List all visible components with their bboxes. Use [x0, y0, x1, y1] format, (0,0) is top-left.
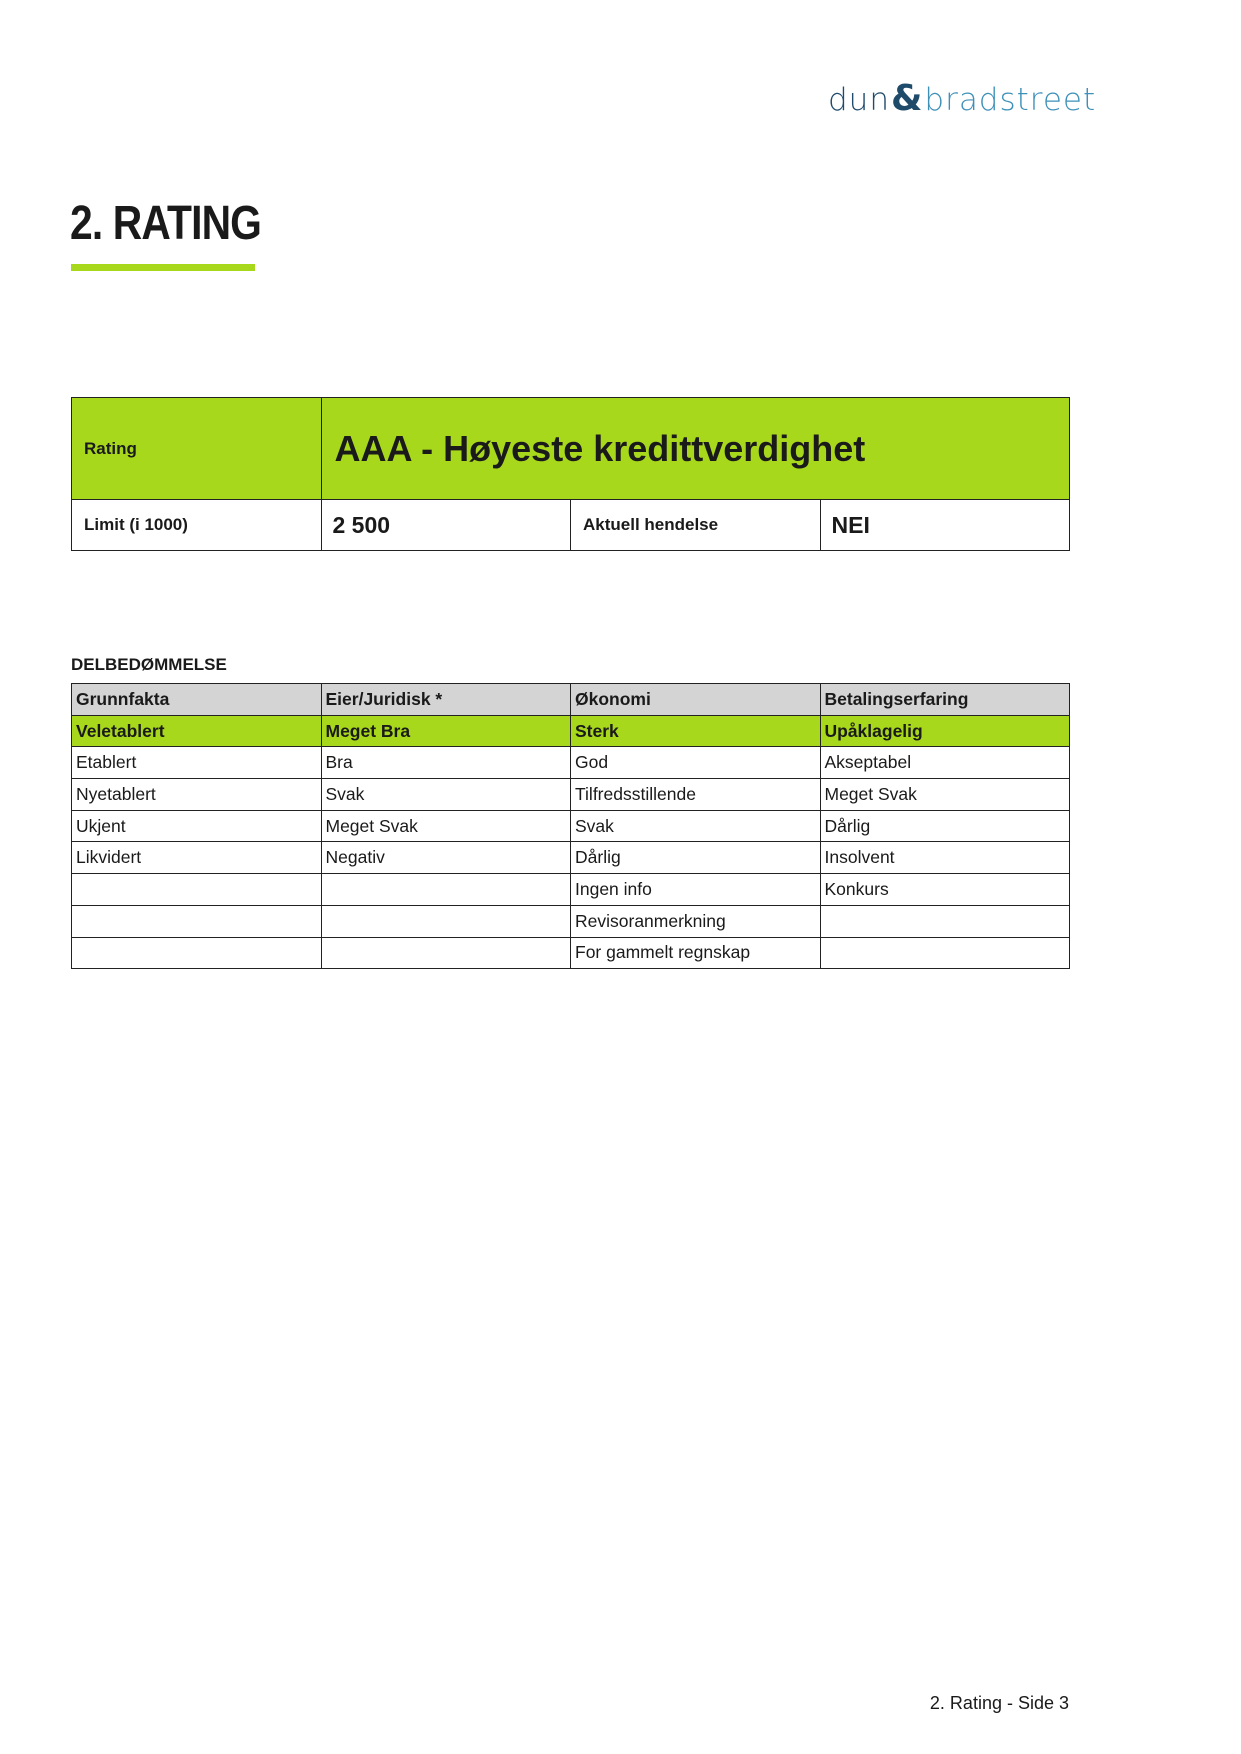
table-cell: Revisoranmerkning [570, 904, 821, 938]
table-cell [819, 904, 1070, 938]
table-cell: Ukjent [71, 809, 322, 843]
title-underline [71, 264, 255, 271]
column-header: Økonomi [570, 683, 821, 716]
table-row: Veletablert Meget Bra Sterk Upåklagelig [71, 714, 1070, 748]
rating-label: Rating [71, 397, 322, 500]
table-cell [71, 904, 322, 938]
table-cell: Dårlig [819, 809, 1070, 843]
table-cell: Bra [320, 746, 571, 780]
column-header: Eier/Juridisk * [320, 683, 571, 716]
event-value: NEI [819, 499, 1070, 551]
table-row: Revisoranmerkning [71, 904, 1070, 938]
table-cell: Likvidert [71, 841, 322, 875]
table-cell: Meget Bra [320, 714, 571, 748]
table-cell [71, 936, 322, 970]
table-cell: Konkurs [819, 873, 1070, 906]
limit-label: Limit (i 1000) [71, 499, 322, 551]
table-row: Ingen info Konkurs [71, 873, 1070, 906]
page-title: 2. RATING [70, 197, 262, 250]
page-footer: 2. Rating - Side 3 [929, 1693, 1069, 1713]
event-label: Aktuell hendelse [570, 499, 821, 551]
table-cell: Meget Svak [819, 778, 1070, 811]
table-cell [320, 904, 571, 938]
table-row: Etablert Bra God Akseptabel [71, 746, 1070, 780]
table-cell [71, 873, 322, 906]
table-cell: Ingen info [570, 873, 821, 906]
logo-ampersand: & [890, 78, 924, 119]
column-header: Betalingserfaring [819, 683, 1070, 716]
limit-value: 2 500 [320, 499, 571, 551]
sub-heading: DELBEDØMMELSE [71, 655, 227, 674]
column-header: Grunnfakta [71, 683, 322, 716]
table-row: Ukjent Meget Svak Svak Dårlig [71, 809, 1070, 843]
table-cell: Negativ [320, 841, 571, 875]
table-cell: Insolvent [819, 841, 1070, 875]
table-header-row: Grunnfakta Eier/Juridisk * Økonomi Betal… [71, 683, 1070, 716]
table-cell: Veletablert [71, 714, 322, 748]
table-cell: Svak [570, 809, 821, 843]
table-cell [320, 936, 571, 970]
table-cell: Meget Svak [320, 809, 571, 843]
table-cell: Upåklagelig [819, 714, 1070, 748]
table-row: For gammelt regnskap [71, 936, 1070, 970]
table-cell: Tilfredsstillende [570, 778, 821, 811]
table-cell: Sterk [570, 714, 821, 748]
table-cell: Svak [320, 778, 571, 811]
table-cell: Nyetablert [71, 778, 322, 811]
rating-table: Rating AAA - Høyeste kredittverdighet Li… [71, 397, 1070, 551]
table-cell: Dårlig [570, 841, 821, 875]
sub-rating-table: Grunnfakta Eier/Juridisk * Økonomi Betal… [71, 683, 1070, 970]
dun-bradstreet-logo: dun&bradstreet [828, 78, 1096, 119]
table-row: Nyetablert Svak Tilfredsstillende Meget Sva… [71, 778, 1070, 811]
table-cell [819, 936, 1070, 970]
table-cell: For gammelt regnskap [570, 936, 821, 970]
table-cell: God [570, 746, 821, 780]
table-cell [320, 873, 571, 906]
rating-value: AAA - Høyeste kredittverdighet [320, 397, 1070, 500]
table-cell: Etablert [71, 746, 322, 780]
table-cell: Akseptabel [819, 746, 1070, 780]
logo-dun: dun [828, 82, 890, 118]
table-row: Likvidert Negativ Dårlig Insolvent [71, 841, 1070, 875]
logo-bradstreet: bradstreet [924, 82, 1097, 118]
